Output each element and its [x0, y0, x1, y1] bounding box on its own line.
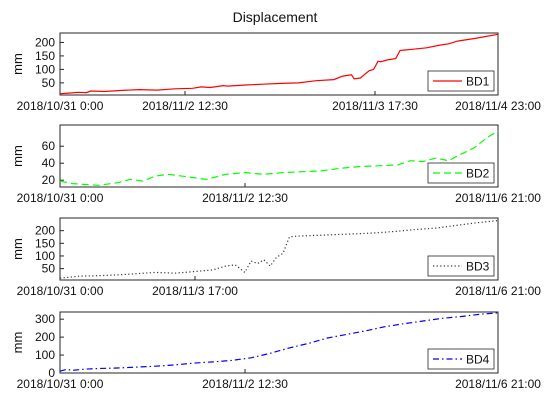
y-tick-label: 150: [35, 49, 55, 63]
y-axis-label: mm: [10, 238, 25, 260]
legend-label: BD4: [466, 353, 490, 367]
x-tick-label: 2018/11/2 12:30: [202, 377, 288, 391]
y-tick-label: 0: [48, 366, 55, 380]
axes-box: [59, 311, 499, 374]
x-tick-label: 2018/11/3 17:30: [332, 99, 418, 113]
legend-label: BD3: [466, 260, 490, 274]
x-tick-label: 2018/11/4 23:00: [455, 99, 541, 113]
y-axis-label: mm: [10, 145, 25, 167]
x-tick-label: 2018/10/31 0:00: [17, 284, 104, 298]
x-tick-label: 2018/11/2 12:30: [202, 191, 288, 205]
y-tick-label: 50: [42, 262, 56, 276]
x-tick-label: 2018/11/6 21:00: [455, 284, 541, 298]
y-tick-label: 100: [35, 62, 55, 76]
y-tick-label: 200: [35, 330, 55, 344]
y-tick-label: 100: [35, 348, 55, 362]
legend-label: BD2: [466, 167, 490, 181]
legend-box: [427, 255, 495, 277]
legend-label: BD1: [466, 75, 490, 89]
x-tick-label: 2018/11/2 12:30: [142, 99, 228, 113]
panel-2: 20 40 60 mm 2018/10/31 0:00 2018/11/2 12:30 20…: [10, 124, 541, 205]
y-tick-label: 200: [35, 224, 55, 238]
y-tick-label: 150: [35, 236, 55, 250]
x-tick-label: 2018/10/31 0:00: [17, 191, 104, 205]
figure-title: Displacement: [232, 9, 318, 25]
x-tick-label: 2018/11/6 21:00: [455, 377, 541, 391]
x-tick-label: 2018/11/6 21:00: [455, 191, 541, 205]
series-line-bd4: [59, 312, 499, 372]
x-tick-label: 2018/10/31 0:00: [17, 99, 104, 113]
y-axis-label: mm: [10, 332, 25, 354]
panel-4: 0 100 200 300 mm 2018/10/31 0:00 2018/11/2 12:…: [10, 311, 541, 391]
y-tick-label: 100: [35, 249, 55, 263]
series-line-bd1: [59, 33, 499, 95]
series-line-bd2: [59, 130, 499, 186]
y-tick-label: 50: [42, 76, 56, 90]
y-tick-label: 40: [42, 156, 56, 170]
x-tick-label: 2018/10/31 0:00: [17, 377, 104, 391]
axes-box: [59, 124, 499, 188]
y-tick-label: 60: [42, 139, 56, 153]
axes-box: [59, 32, 499, 96]
y-tick-label: 300: [35, 312, 55, 326]
y-tick-label: 200: [35, 35, 55, 49]
y-axis-label: mm: [10, 53, 25, 75]
y-tick-label: 20: [42, 173, 56, 187]
x-tick-label: 2018/11/3 17:00: [152, 284, 238, 298]
